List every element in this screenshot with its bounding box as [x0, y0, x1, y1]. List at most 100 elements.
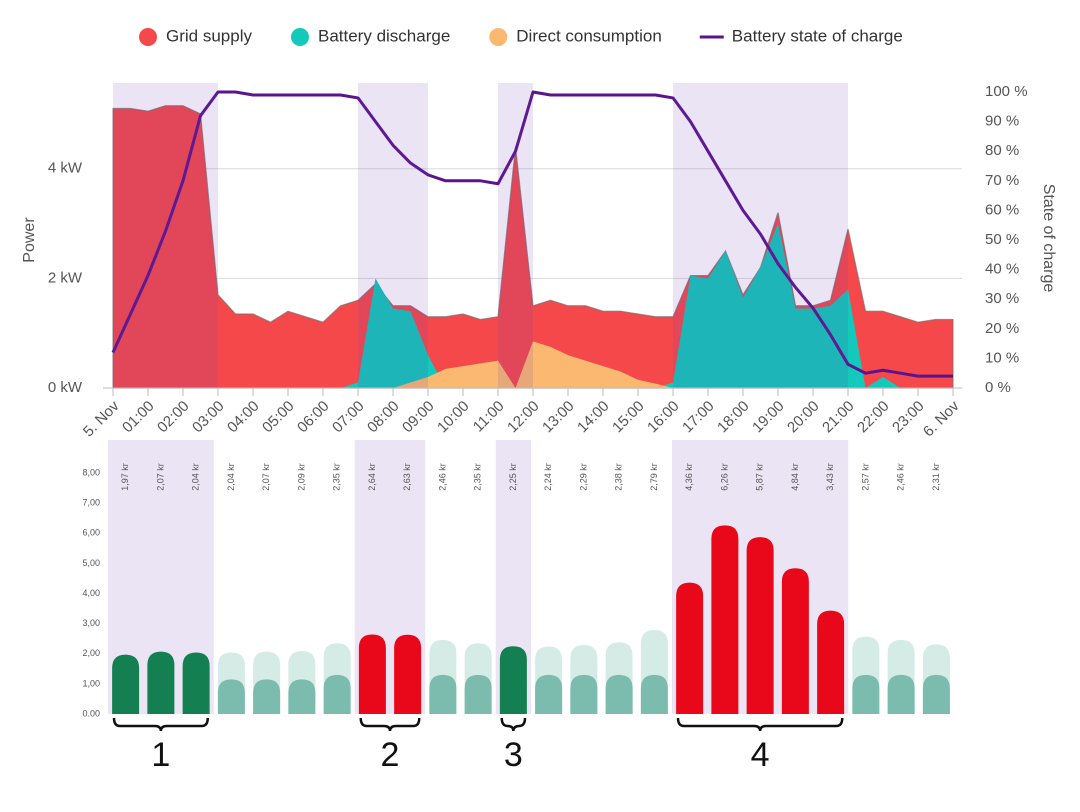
value-label: 2,46 kr [437, 463, 447, 491]
price-bar-inner [535, 674, 563, 714]
value-label: 2,24 kr [543, 463, 553, 491]
value-label: 3,43 kr [825, 463, 835, 491]
y-tick-label: 4 kW [48, 160, 83, 177]
x-tick-label: 18:00 [714, 398, 753, 437]
x-tick-label: 16:00 [644, 398, 683, 437]
soc-line [111, 90, 953, 378]
period-label: 3 [504, 736, 523, 774]
value-label: 2,31 kr [931, 463, 941, 491]
x-tick-label: 09:00 [399, 398, 438, 437]
value-label: 2,04 kr [191, 463, 201, 491]
y2-tick-label: 0 % [985, 379, 1011, 396]
y-tick-label: 0.00 [82, 708, 100, 718]
y-tick-label: 8,00 [82, 467, 100, 477]
value-label: 2,07 kr [261, 463, 271, 491]
price-bar-inner [288, 679, 316, 714]
y2-tick-label: 30 % [985, 290, 1019, 307]
x-tick-label: 05:00 [259, 398, 298, 437]
value-label: 6,26 kr [719, 463, 729, 491]
bracket [359, 717, 421, 732]
x-tick-label: 03:00 [189, 398, 228, 437]
value-label: 2,57 kr [860, 463, 870, 491]
x-tick-label: 22:00 [854, 398, 893, 437]
price-bar-inner [852, 674, 880, 714]
value-label: 2,29 kr [578, 463, 588, 491]
value-label: 2,63 kr [402, 463, 412, 491]
x-tick-label: 14:00 [574, 398, 613, 437]
bracket [500, 717, 527, 732]
legend-label: Battery state of charge [732, 26, 903, 45]
value-label: 1,97 kr [120, 463, 130, 491]
y2-tick-label: 50 % [985, 231, 1019, 248]
x-tick-label: 12:00 [504, 398, 543, 437]
area [113, 341, 953, 388]
y2-tick-label: 100 % [985, 83, 1028, 100]
period-label: 1 [151, 736, 170, 774]
price-bar [499, 646, 527, 714]
legend-swatch [139, 28, 157, 46]
y-tick-label: 2,00 [82, 648, 100, 658]
price-bar-inner [570, 674, 598, 714]
price-bar [394, 634, 422, 714]
price-bar [182, 652, 210, 714]
x-tick-label: 20:00 [784, 398, 823, 437]
value-label: 4,36 kr [684, 463, 694, 491]
x-tick-label: 11:00 [470, 398, 508, 436]
value-label: 2,38 kr [614, 463, 624, 491]
value-label: 2,25 kr [508, 463, 518, 491]
x-tick-label: 06:00 [294, 398, 333, 437]
value-label: 2,04 kr [226, 463, 236, 491]
value-label: 5,87 kr [755, 463, 765, 491]
bracket [112, 717, 209, 732]
price-bar-inner [323, 674, 351, 714]
x-tick-label: 07:00 [329, 398, 368, 437]
value-label: 2,35 kr [332, 463, 342, 491]
x-tick-label: 21:00 [819, 398, 858, 437]
y2-tick-label: 80 % [985, 142, 1019, 159]
x-tick-label: 17:00 [679, 398, 718, 437]
price-bar [112, 654, 140, 714]
price-bar [358, 634, 386, 714]
x-tick-label: 02:00 [154, 398, 193, 437]
legend-label: Battery discharge [318, 26, 450, 45]
price-bar-inner [605, 674, 633, 714]
bracket [676, 717, 844, 732]
period-label: 4 [751, 736, 770, 774]
legend-swatch [290, 28, 309, 46]
y2-tick-label: 10 % [985, 349, 1019, 366]
y2-tick-label: 60 % [985, 201, 1019, 218]
price-bar [746, 537, 774, 714]
price-bar-inner [253, 679, 281, 714]
legend-label: Grid supply [166, 26, 252, 45]
x-tick-label: 10:00 [434, 398, 473, 437]
highlight-band [113, 83, 218, 388]
y2-tick-label: 70 % [985, 172, 1019, 189]
period-label: 2 [381, 736, 400, 774]
y-tick-label: 4,00 [82, 588, 100, 598]
y-tick-label: 7,00 [82, 498, 100, 508]
price-bar-inner [217, 679, 245, 714]
price-bar [676, 582, 704, 714]
highlight-band [358, 83, 428, 388]
y-tick-label: 3,00 [82, 618, 100, 628]
price-bar [711, 525, 739, 714]
y-tick-label: 5,00 [82, 558, 100, 568]
price-bar [817, 610, 845, 714]
highlight-band [498, 83, 533, 388]
y-axis-label: Power [21, 217, 38, 263]
price-bar-inner [640, 674, 668, 714]
value-label: 2,09 kr [296, 463, 306, 491]
y-tick-label: 1,00 [82, 678, 100, 688]
x-tick-label: 5. Nov [80, 397, 123, 440]
highlight-band [673, 83, 848, 388]
y-tick-label: 2 kW [48, 269, 83, 286]
area [113, 223, 953, 388]
price-bar-inner [887, 674, 915, 714]
value-label: 2,35 kr [473, 463, 483, 491]
legend-label: Direct consumption [516, 26, 662, 45]
x-tick-label: 15:00 [609, 398, 648, 437]
value-label: 2,79 kr [649, 463, 659, 491]
y2-tick-label: 20 % [985, 320, 1019, 337]
legend-swatch [489, 28, 508, 46]
